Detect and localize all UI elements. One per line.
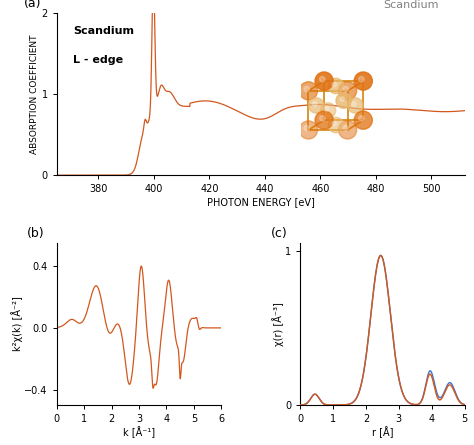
- Text: (c): (c): [271, 227, 287, 240]
- Text: (b): (b): [27, 227, 45, 240]
- Y-axis label: ABSORPTION COEFFICIENT: ABSORPTION COEFFICIENT: [30, 35, 39, 154]
- Text: Scandium: Scandium: [73, 26, 134, 36]
- X-axis label: k [Å⁻¹]: k [Å⁻¹]: [123, 427, 155, 439]
- X-axis label: PHOTON ENERGY [eV]: PHOTON ENERGY [eV]: [207, 197, 315, 207]
- Y-axis label: χ(r) [Å⁻³]: χ(r) [Å⁻³]: [272, 302, 283, 346]
- Text: Scandium: Scandium: [383, 0, 438, 10]
- Y-axis label: k²χ(k) [Å⁻²]: k²χ(k) [Å⁻²]: [11, 297, 23, 352]
- Text: L - edge: L - edge: [73, 56, 123, 65]
- X-axis label: r [Å]: r [Å]: [372, 427, 393, 439]
- Text: (a): (a): [24, 0, 42, 10]
